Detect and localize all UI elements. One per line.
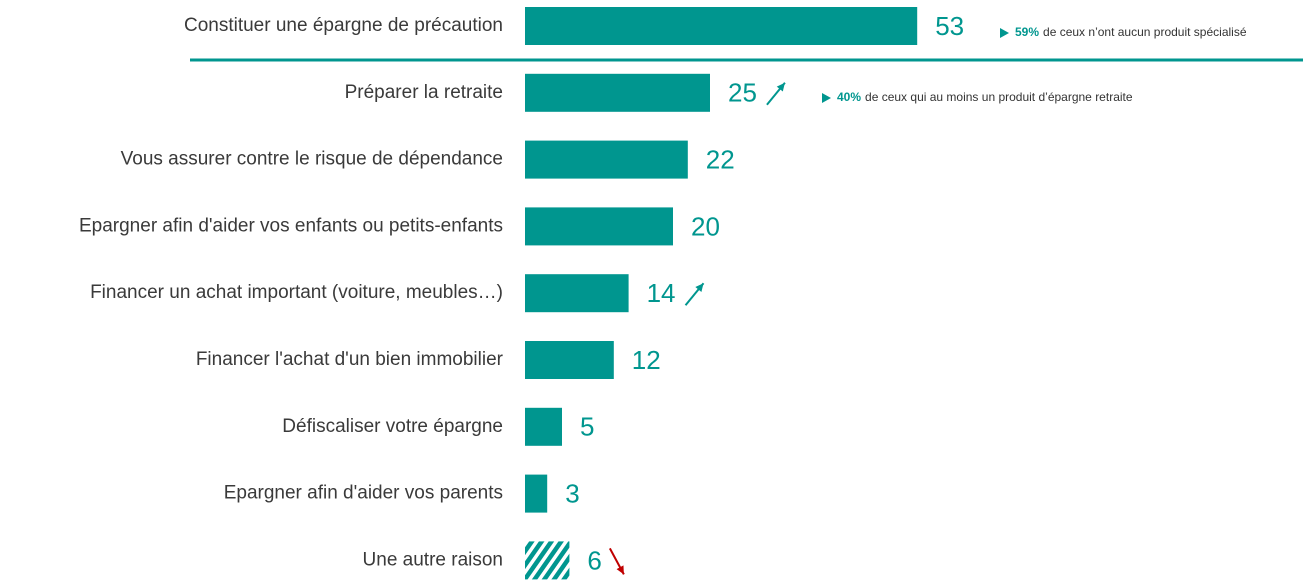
value-label: 6 xyxy=(587,545,601,575)
bar xyxy=(525,541,570,580)
value-label: 12 xyxy=(632,345,661,375)
category-label: Préparer la retraite xyxy=(345,82,503,103)
value-label: 3 xyxy=(565,478,579,508)
category-label: Défiscaliser votre épargne xyxy=(282,416,503,437)
category-label: Financer un achat important (voiture, me… xyxy=(90,282,503,303)
value-label: 20 xyxy=(691,211,720,241)
category-label: Epargner afin d'aider vos parents xyxy=(224,483,503,504)
annotation-marker xyxy=(822,93,831,103)
annotation: 59% de ceux n’ont aucun produit spécialis… xyxy=(1015,25,1247,39)
bar xyxy=(525,207,673,246)
bar xyxy=(525,341,614,379)
annotation-marker xyxy=(1000,28,1009,38)
annotation-text: de ceux n’ont aucun produit spécialisé xyxy=(1043,25,1247,39)
category-label: Financer l'achat d'un bien immobilier xyxy=(196,349,504,370)
value-label: 25 xyxy=(728,78,757,108)
annotation: 40% de ceux qui au moins un produit d’épa… xyxy=(837,90,1133,104)
trend-arrow-head xyxy=(776,82,785,92)
bar xyxy=(525,140,688,179)
annotation-emphasis: 40% xyxy=(837,90,861,104)
bar xyxy=(525,274,629,313)
bar xyxy=(525,474,548,513)
trend-arrow-head xyxy=(616,565,624,575)
category-label: Vous assurer contre le risque de dépenda… xyxy=(121,149,503,170)
value-label: 14 xyxy=(647,278,676,308)
category-label: Constituer une épargne de précaution xyxy=(184,15,503,36)
annotation-text: de ceux qui au moins un produit d’épargn… xyxy=(865,90,1133,104)
category-label: Epargner afin d'aider vos enfants ou pet… xyxy=(79,215,503,236)
bar xyxy=(525,407,562,446)
value-label: 22 xyxy=(706,144,735,174)
category-label: Une autre raison xyxy=(363,549,503,570)
annotation-emphasis: 59% xyxy=(1015,25,1039,39)
bar xyxy=(525,7,918,45)
bar xyxy=(525,73,710,112)
value-label: 53 xyxy=(935,11,964,41)
trend-arrow-head xyxy=(695,283,704,292)
value-label: 5 xyxy=(580,412,594,442)
